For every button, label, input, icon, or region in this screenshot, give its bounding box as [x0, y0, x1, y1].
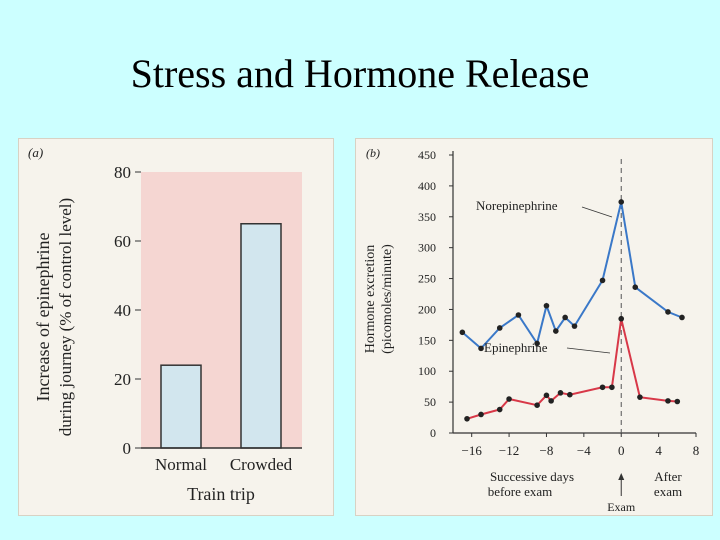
- chart-panel-b: (b) 0 50 100 150 200 250 300 350 400 450 −16 −12 −8 −4…: [355, 138, 713, 516]
- y-tick-label: 100: [418, 364, 436, 378]
- data-point-epinephrine: [506, 396, 512, 402]
- data-point-epinephrine: [496, 406, 503, 413]
- x-caption-after-line2: exam: [654, 484, 682, 499]
- chart-panel-a: (a) 0 20 40 60 80 Normal Crowded Train trip Incre…: [18, 138, 334, 516]
- y-tick-label: 80: [114, 163, 131, 182]
- x-tick-label: −12: [499, 443, 519, 458]
- data-point-norepinephrine: [543, 302, 550, 309]
- series-label-norepinephrine: Norepinephrine: [476, 198, 558, 213]
- data-point-epinephrine: [674, 398, 681, 405]
- y-tick-label: 300: [418, 241, 436, 255]
- data-point-epinephrine: [534, 402, 540, 409]
- data-point-epinephrine: [618, 315, 625, 322]
- x-caption-before-line2: before exam: [488, 484, 553, 499]
- bar-chart: (a) 0 20 40 60 80 Normal Crowded Train trip Incre…: [28, 145, 302, 504]
- y-tick-label: 250: [418, 272, 436, 286]
- x-axis-title: Train trip: [187, 484, 255, 504]
- data-point-norepinephrine: [599, 277, 606, 284]
- series-line-norepinephrine: [461, 201, 683, 350]
- callout-epinephrine: [566, 347, 611, 354]
- data-point-norepinephrine: [632, 284, 639, 291]
- y-axis-title-line1: Increase of epinephrine: [33, 233, 53, 402]
- data-point-epinephrine: [567, 391, 573, 398]
- data-point-epinephrine: [665, 398, 671, 404]
- y-tick-label: 450: [418, 148, 436, 162]
- x-caption-before-line1: Successive days: [490, 469, 574, 484]
- x-tick-label: Crowded: [230, 455, 293, 474]
- data-point-norepinephrine: [562, 314, 568, 321]
- data-point-norepinephrine: [534, 340, 540, 347]
- data-point-epinephrine: [478, 411, 484, 418]
- y-tick-label: 20: [114, 370, 131, 389]
- x-tick-label: 8: [693, 443, 700, 458]
- y-axis-title-line1: Hormone excretion: [363, 245, 378, 353]
- x-tick-label: 4: [655, 443, 662, 458]
- data-point-epinephrine: [609, 384, 615, 391]
- panel-label-b: (b): [366, 146, 380, 160]
- data-point-epinephrine: [543, 392, 550, 399]
- series-line-epinephrine: [466, 318, 678, 420]
- y-tick-label: 0: [430, 426, 436, 440]
- y-axis-title: Increase of epinephrine during journey (%…: [33, 198, 75, 436]
- x-tick-label: −16: [462, 443, 483, 458]
- x-tick-label: −4: [577, 443, 591, 458]
- data-point-epinephrine: [464, 415, 470, 422]
- y-tick-label: 60: [114, 232, 131, 251]
- y-tick-label: 40: [114, 301, 131, 320]
- y-tick-label: 350: [418, 210, 436, 224]
- x-tick-label: 0: [618, 443, 625, 458]
- data-point-norepinephrine: [665, 309, 671, 315]
- y-tick-label: 150: [418, 333, 436, 347]
- bar-crowded: [240, 223, 282, 449]
- exam-label: Exam: [607, 500, 636, 514]
- series-label-epinephrine: Epinephrine: [484, 340, 548, 355]
- y-axis-title-line2: during journey (% of control level): [56, 198, 75, 436]
- data-point-norepinephrine: [459, 329, 466, 336]
- callout-norepinephrine: [581, 206, 613, 218]
- data-point-epinephrine: [599, 384, 606, 391]
- x-caption-after-line1: After: [654, 469, 682, 484]
- data-point-epinephrine: [557, 390, 564, 396]
- data-point-epinephrine: [637, 394, 643, 400]
- data-point-norepinephrine: [571, 323, 578, 329]
- x-tick-label: Normal: [155, 455, 207, 474]
- exam-arrow-head: [618, 473, 625, 480]
- y-axis-title-line2: (picomoles/minute): [380, 244, 395, 354]
- y-tick-label: 50: [424, 395, 436, 409]
- y-tick-label: 200: [418, 302, 436, 316]
- data-point-norepinephrine: [496, 325, 503, 331]
- slide-title: Stress and Hormone Release: [130, 51, 590, 96]
- data-point-epinephrine: [548, 398, 554, 404]
- y-tick-label: 0: [123, 439, 132, 458]
- bar-normal: [160, 364, 202, 449]
- data-point-norepinephrine: [679, 314, 685, 321]
- line-chart: (b) 0 50 100 150 200 250 300 350 400 450 −16 −12 −8 −4…: [363, 146, 700, 514]
- data-point-norepinephrine: [515, 312, 522, 318]
- panel-label-a: (a): [28, 145, 43, 160]
- data-point-norepinephrine: [618, 199, 625, 205]
- data-point-norepinephrine: [478, 345, 484, 352]
- y-axis-title: Hormone excretion (picomoles/minute): [363, 244, 395, 354]
- y-tick-label: 400: [418, 179, 436, 193]
- x-tick-label: −8: [540, 443, 554, 458]
- data-point-norepinephrine: [553, 328, 559, 334]
